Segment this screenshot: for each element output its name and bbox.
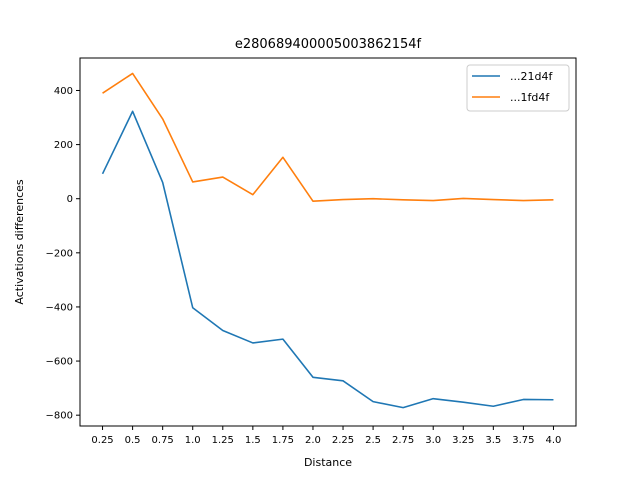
x-tick-label: 4.0: [546, 435, 562, 446]
x-axis: 0.25 0.5 0.75 1.0 1.25 1.5 1.75 2.0 2.25 2.5 2.75 3…: [91, 426, 561, 446]
x-tick-label: 0.25: [91, 435, 113, 446]
legend: ...21d4f ...1fd4f: [466, 64, 570, 112]
x-tick-label: 0.75: [152, 435, 174, 446]
plot-frame: [79, 57, 577, 427]
x-tick-label: 1.75: [272, 435, 294, 446]
x-tick-label: 3.0: [425, 435, 441, 446]
x-tick-label: 3.25: [452, 435, 474, 446]
x-tick-label: 0.5: [125, 435, 141, 446]
y-tick-label: 0: [67, 194, 73, 205]
y-axis-label: Activations differences: [13, 179, 26, 305]
series-lines: [101, 72, 554, 409]
x-tick-label: 1.5: [245, 435, 261, 446]
series-line-1: [101, 110, 554, 409]
x-tick-label: 3.5: [485, 435, 501, 446]
y-tick-label: 400: [54, 86, 73, 97]
x-tick-label: 3.75: [512, 435, 534, 446]
x-tick-label: 1.25: [212, 435, 234, 446]
x-tick-label: 1.0: [185, 435, 201, 446]
x-tick-label: 2.25: [332, 435, 354, 446]
plot-area: [79, 57, 577, 427]
y-tick-label: −600: [46, 357, 73, 368]
series-line-2: [102, 72, 554, 202]
chart-title: e280689400005003862154f: [235, 37, 422, 52]
x-tick-label: 2.5: [365, 435, 381, 446]
x-tick-label: 2.0: [305, 435, 321, 446]
y-tick-label: −200: [46, 248, 73, 259]
y-tick-label: 200: [54, 140, 73, 151]
y-tick-label: −400: [46, 302, 73, 313]
x-axis-label: Distance: [304, 456, 352, 469]
y-tick-label: −800: [46, 411, 73, 422]
legend-label-1: ...21d4f: [510, 70, 553, 83]
x-tick-label: 2.75: [392, 435, 414, 446]
y-axis: 400 200 0 −200 −400 −600 −800: [46, 86, 80, 422]
legend-label-2: ...1fd4f: [510, 91, 550, 104]
